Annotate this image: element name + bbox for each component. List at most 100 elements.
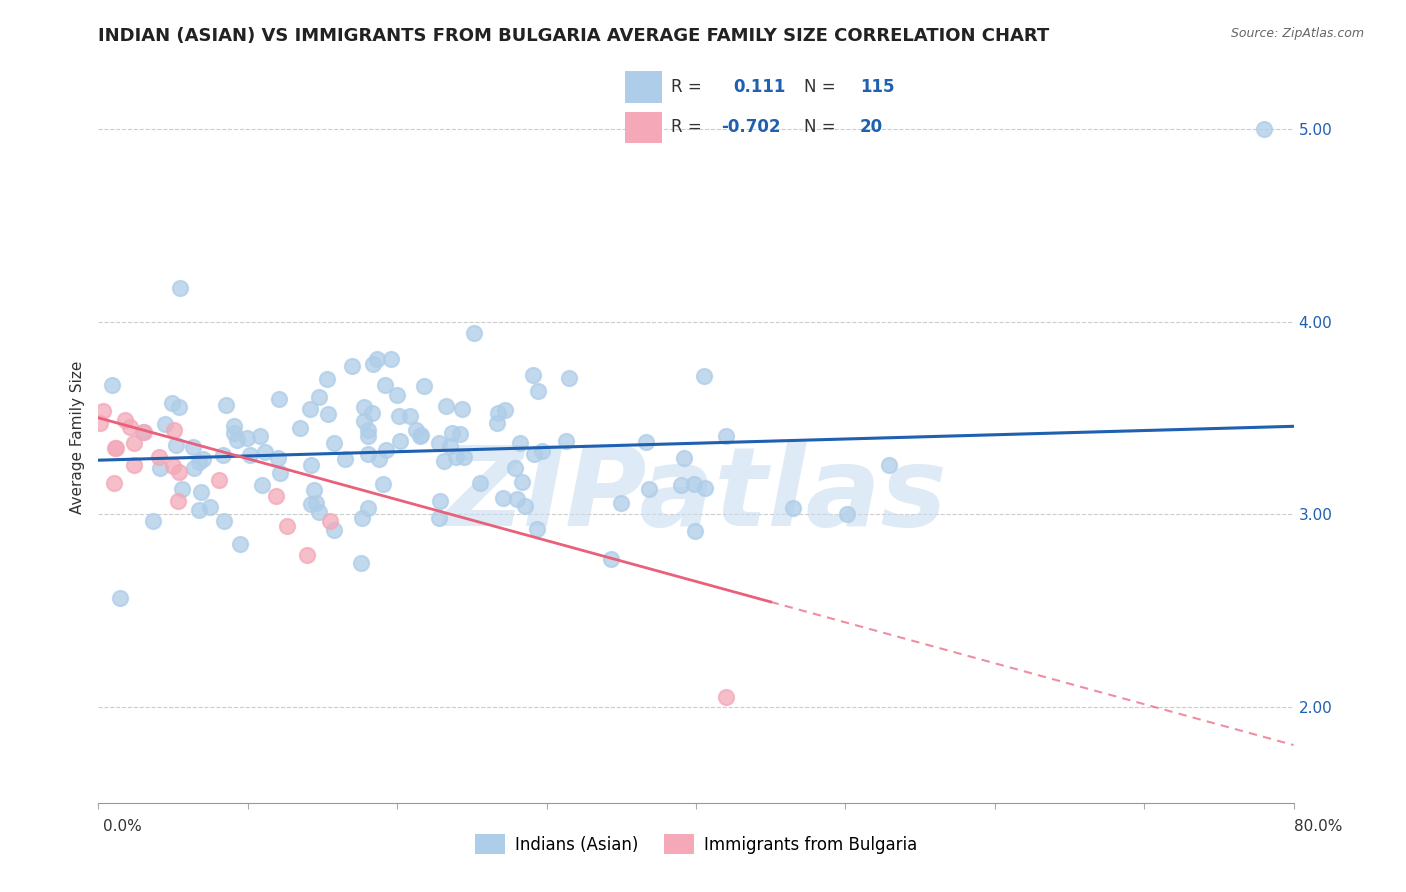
Point [350,557,373,571]
Point [444,450,467,464]
Point [264,489,287,503]
Point [162,458,184,473]
Point [693,481,716,495]
Point [468,475,491,490]
Point [693,368,716,383]
Point [148,450,170,465]
Point [512,475,534,489]
Point [308,390,330,404]
Text: -0.702: -0.702 [721,118,780,136]
Point [427,511,450,525]
Point [714,690,737,704]
Point [288,421,311,435]
Point [429,493,451,508]
Point [299,497,322,511]
Point [357,423,380,437]
Point [208,473,231,487]
Point [509,435,531,450]
Point [449,426,471,441]
Point [222,425,245,440]
Point [335,451,357,466]
Point [239,448,262,462]
Point [316,372,339,386]
Y-axis label: Average Family Size: Average Family Size [69,360,84,514]
Point [453,450,475,464]
Point [249,429,271,443]
Point [374,378,396,392]
Point [450,401,472,416]
Text: Source: ZipAtlas.com: Source: ZipAtlas.com [1230,27,1364,40]
Point [118,419,141,434]
Point [340,359,363,373]
Point [527,384,550,399]
Point [387,388,409,402]
Point [104,442,127,456]
FancyBboxPatch shape [624,112,662,143]
Point [505,461,527,475]
Point [673,451,696,466]
Point [167,493,190,508]
Point [101,378,124,392]
Point [433,454,456,468]
Text: R =: R = [671,118,702,136]
Point [373,477,395,491]
Point [299,458,322,473]
Point [367,452,389,467]
Point [295,548,318,562]
Text: 0.111: 0.111 [733,78,786,96]
Point [322,435,344,450]
Point [226,433,249,447]
Point [108,591,131,605]
Point [434,399,457,413]
Point [353,414,375,428]
Point [134,425,156,439]
Text: 80.0%: 80.0% [1295,820,1343,834]
Point [91,403,114,417]
Point [236,432,259,446]
Text: 0.0%: 0.0% [103,820,142,834]
Point [103,475,125,490]
Point [494,403,516,417]
Point [782,501,804,516]
Point [142,515,165,529]
Point [167,401,190,415]
Point [463,326,485,340]
Text: ZIPatlas: ZIPatlas [444,442,948,549]
Point [267,392,290,406]
Text: R =: R = [671,78,702,96]
Point [169,280,191,294]
Point [276,519,298,533]
Point [409,428,432,442]
FancyBboxPatch shape [624,71,662,103]
Point [132,425,155,439]
Point [308,505,330,519]
Text: INDIAN (ASIAN) VS IMMIGRANTS FROM BULGARIA AVERAGE FAMILY SIZE CORRELATION CHART: INDIAN (ASIAN) VS IMMIGRANTS FROM BULGAR… [98,27,1050,45]
Point [557,371,579,385]
Point [352,511,374,525]
Point [229,537,252,551]
Point [366,352,388,367]
Point [353,400,375,414]
Point [506,492,529,507]
Point [357,429,380,443]
Point [212,514,235,528]
Point [389,434,412,449]
Point [212,448,235,462]
Point [522,368,544,383]
Point [413,379,436,393]
Point [515,499,537,513]
Text: N =: N = [804,78,835,96]
Point [879,458,901,472]
Point [316,407,339,421]
Point [361,357,384,371]
Point [250,477,273,491]
Point [486,416,509,430]
Point [188,455,211,469]
Point [169,466,191,480]
Point [357,447,380,461]
Point [122,435,145,450]
Point [526,522,548,536]
Point [492,491,515,506]
Point [380,351,402,366]
Point [198,500,221,514]
